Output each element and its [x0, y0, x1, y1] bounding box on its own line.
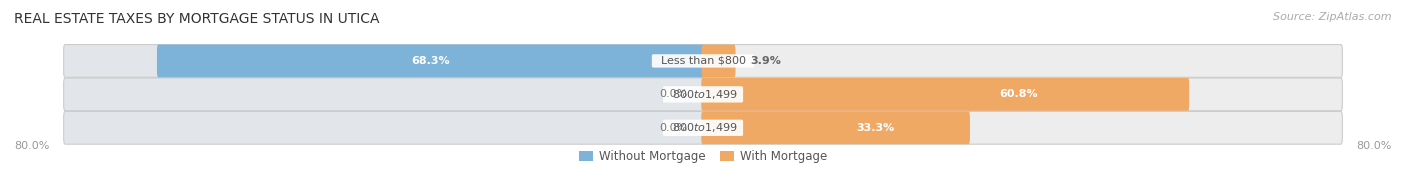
Text: 68.3%: 68.3% [412, 56, 450, 66]
Text: REAL ESTATE TAXES BY MORTGAGE STATUS IN UTICA: REAL ESTATE TAXES BY MORTGAGE STATUS IN … [14, 12, 380, 26]
FancyBboxPatch shape [702, 111, 1343, 144]
Text: 0.0%: 0.0% [659, 89, 688, 99]
Text: Source: ZipAtlas.com: Source: ZipAtlas.com [1274, 12, 1392, 22]
FancyBboxPatch shape [702, 44, 735, 77]
FancyBboxPatch shape [63, 111, 704, 144]
Text: 80.0%: 80.0% [1357, 141, 1392, 151]
Text: 80.0%: 80.0% [14, 141, 49, 151]
FancyBboxPatch shape [702, 44, 1343, 77]
FancyBboxPatch shape [702, 111, 970, 144]
Text: 0.0%: 0.0% [659, 123, 688, 133]
Legend: Without Mortgage, With Mortgage: Without Mortgage, With Mortgage [574, 145, 832, 167]
FancyBboxPatch shape [702, 78, 1343, 111]
FancyBboxPatch shape [157, 44, 704, 77]
Text: 3.9%: 3.9% [749, 56, 780, 66]
FancyBboxPatch shape [702, 78, 1189, 111]
FancyBboxPatch shape [63, 78, 704, 111]
Text: $800 to $1,499: $800 to $1,499 [665, 88, 741, 101]
Text: Less than $800: Less than $800 [654, 56, 752, 66]
Text: 60.8%: 60.8% [998, 89, 1038, 99]
FancyBboxPatch shape [63, 44, 704, 77]
Text: 33.3%: 33.3% [856, 123, 894, 133]
Text: $800 to $1,499: $800 to $1,499 [665, 121, 741, 134]
